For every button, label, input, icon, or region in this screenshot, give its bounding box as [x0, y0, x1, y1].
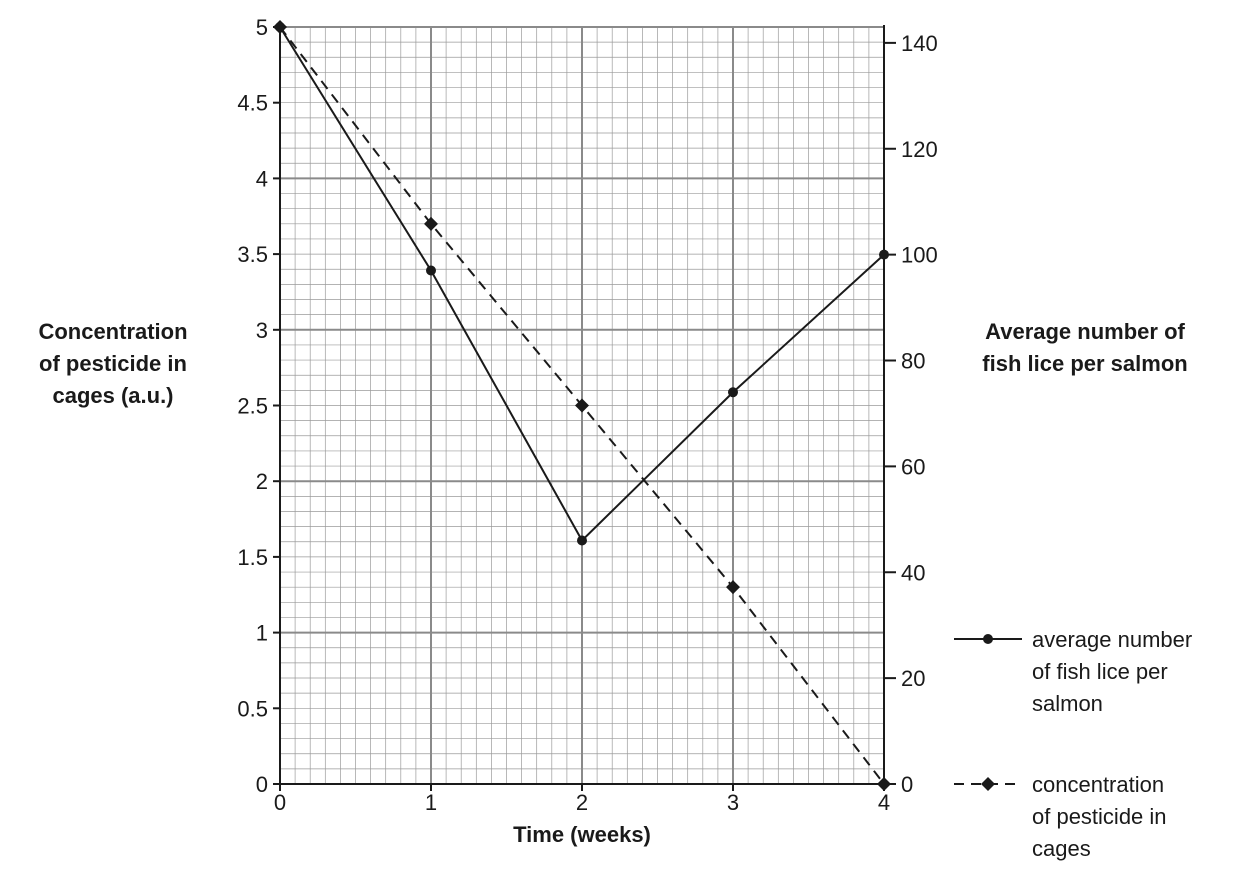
- fish-lice-series-point: [577, 535, 587, 546]
- right-y-tick-label: 60: [901, 454, 925, 479]
- fish-lice-series-point: [728, 387, 738, 398]
- left-y-tick-label: 2.5: [237, 394, 268, 419]
- right-y-axis-title-line: fish lice per salmon: [982, 351, 1187, 376]
- left-y-tick-label: 1: [256, 621, 268, 646]
- pesticide-series-point: [575, 398, 589, 413]
- left-y-tick-labels: 0 0.5 1 1.5 2 2.5 3 3.5 4 4.5 5: [237, 15, 268, 797]
- legend-fish-lice-label-line: salmon: [1032, 691, 1103, 716]
- legend-pesticide-label-line: concentration: [1032, 772, 1164, 797]
- pesticide-series-point: [273, 20, 287, 34]
- right-y-tick-label: 40: [901, 560, 925, 585]
- x-axis-title: Time (weeks): [513, 822, 651, 847]
- left-y-tick-label: 5: [256, 15, 268, 40]
- left-y-axis-title-line: of pesticide in: [39, 351, 187, 376]
- left-y-tick-label: 0.5: [237, 696, 268, 721]
- left-y-tick-label: 4: [256, 166, 268, 191]
- x-tick-label: 4: [878, 790, 890, 815]
- x-tick-labels: 0 1 2 3 4: [274, 790, 890, 815]
- right-y-tick-label: 20: [901, 666, 925, 691]
- left-y-tick-label: 2: [256, 469, 268, 494]
- right-y-tick-label: 80: [901, 349, 925, 374]
- left-y-tick-label: 3.5: [237, 242, 268, 267]
- axes: [273, 25, 896, 791]
- legend-fish-lice-label-line: of fish lice per: [1032, 659, 1168, 684]
- left-y-tick-label: 4.5: [237, 91, 268, 116]
- x-tick-label: 1: [425, 790, 437, 815]
- pesticide-series-point: [424, 216, 438, 231]
- right-y-tick-label: 140: [901, 31, 938, 56]
- left-y-tick-label: 0: [256, 772, 268, 797]
- axis-titles: Time (weeks) Concentration of pesticide in…: [38, 319, 1187, 847]
- legend-fish-lice-marker: [983, 634, 993, 644]
- right-y-tick-label: 0: [901, 772, 913, 797]
- x-tick-label: 2: [576, 790, 588, 815]
- legend-pesticide-label-line: cages: [1032, 836, 1091, 861]
- legend-fish-lice-label-line: average number: [1032, 627, 1192, 652]
- left-y-tick-label: 1.5: [237, 545, 268, 570]
- x-tick-label: 0: [274, 790, 286, 815]
- pesticide-series-point: [877, 777, 891, 791]
- left-y-tick-label: 3: [256, 318, 268, 343]
- left-y-axis-title-line: Concentration: [38, 319, 187, 344]
- right-y-tick-label: 120: [901, 137, 938, 162]
- x-tick-label: 3: [727, 790, 739, 815]
- series-layer: [273, 20, 891, 791]
- fish-lice-series-point: [426, 265, 436, 276]
- pesticide-series-point: [726, 580, 740, 595]
- right-y-axis-title-line: Average number of: [985, 319, 1185, 344]
- legend: average number of fish lice per salmon conc…: [954, 627, 1192, 861]
- fish-lice-series-point: [879, 249, 889, 260]
- legend-pesticide-label-line: of pesticide in: [1032, 804, 1167, 829]
- right-y-tick-label: 100: [901, 243, 938, 268]
- left-y-axis-title-line: cages (a.u.): [52, 383, 173, 408]
- right-y-tick-labels: 0 20 40 60 80 100 120 140: [901, 31, 938, 797]
- legend-pesticide-marker: [981, 777, 995, 791]
